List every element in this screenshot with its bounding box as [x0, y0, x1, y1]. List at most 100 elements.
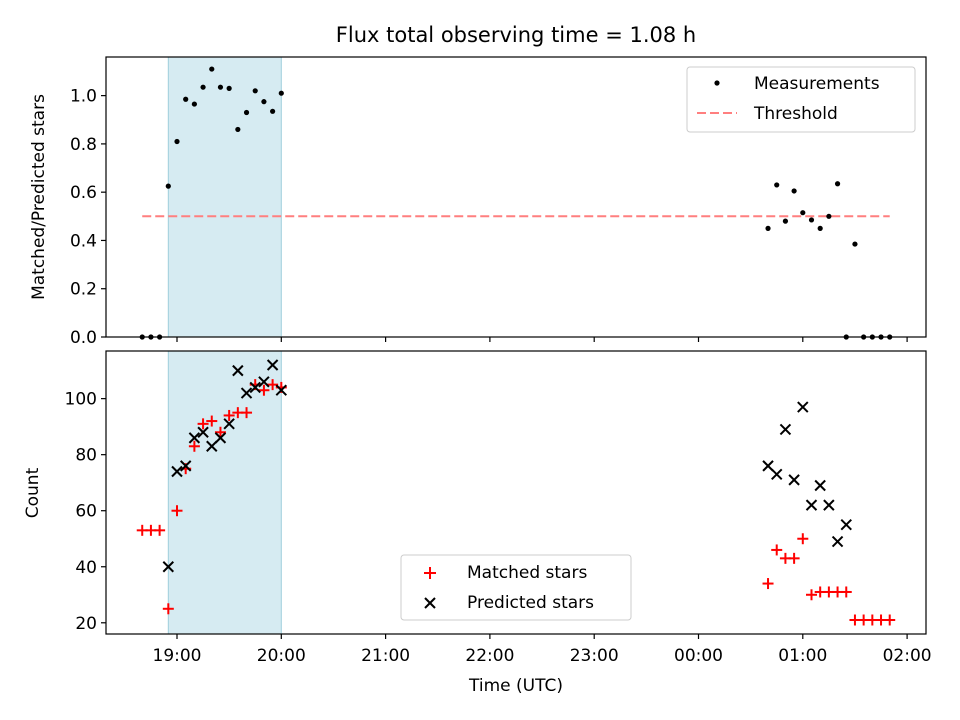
predicted-star-point	[232, 364, 244, 377]
measurement-point	[217, 84, 224, 90]
matched-star-point	[884, 614, 896, 626]
legend-measurements-marker	[714, 80, 720, 86]
bottom-highlight-span	[167, 350, 282, 635]
x-tick-label: 21:00	[361, 646, 410, 666]
matched-star-point	[797, 533, 809, 545]
predicted-star-point	[223, 418, 235, 430]
legend-predicted-marker	[424, 597, 436, 609]
top-x-ticks	[176, 337, 908, 342]
matched-star-point	[206, 415, 218, 427]
bottom-x-ticks: 19:00 20:00 21:00 22:00 23:00 00:00 01:00 02:00	[153, 634, 932, 666]
measurement-point	[278, 90, 284, 96]
matched-star-point	[805, 589, 817, 601]
legend-predicted-label: Predicted stars	[467, 593, 594, 613]
y-tick-label: 80	[75, 446, 97, 466]
x-tick-label: 00:00	[674, 646, 723, 666]
matched-star-point	[788, 552, 800, 564]
measurement-point	[834, 181, 841, 187]
predicted-star-point	[214, 432, 227, 444]
bottom-panel: 20 40 60 80 100 19:00 20:00 21:00 22:00 23:00 00:…	[23, 350, 932, 696]
x-tick-label: 22:00	[465, 646, 514, 666]
matched-stars-points	[136, 379, 896, 626]
measurement-point	[791, 188, 797, 194]
measurement-point	[808, 217, 815, 223]
top-panel: 0.0 0.2 0.4 0.6 0.8 1.0 Matched/Predicted sta…	[29, 56, 927, 348]
predicted-star-point	[179, 460, 192, 472]
predicted-star-point	[805, 499, 818, 511]
measurement-point	[270, 108, 276, 114]
matched-star-point	[223, 409, 235, 421]
matched-star-point	[258, 384, 270, 396]
measurement-point	[174, 138, 180, 145]
matched-star-point	[771, 544, 783, 556]
matched-star-point	[241, 407, 253, 419]
y-tick-label: 0.0	[70, 328, 97, 348]
y-tick-label: 20	[75, 614, 97, 634]
top-legend-box	[686, 66, 916, 133]
matched-star-point	[197, 418, 209, 430]
measurement-point	[183, 96, 189, 102]
legend-measurements-label: Measurements	[754, 74, 880, 94]
measurement-point	[782, 218, 789, 224]
predicted-stars-points	[162, 359, 852, 573]
measurement-point	[826, 213, 832, 219]
measurement-point	[765, 225, 771, 231]
y-tick-label: 40	[75, 558, 97, 578]
y-tick-label: 100	[65, 390, 97, 410]
legend-matched-label: Matched stars	[467, 563, 587, 583]
predicted-star-point	[162, 561, 175, 573]
y-tick-label: 60	[75, 502, 97, 522]
measurement-point	[252, 88, 258, 94]
predicted-star-point	[797, 401, 809, 413]
matched-star-point	[188, 440, 200, 452]
measurement-point	[209, 66, 215, 72]
measurement-point	[774, 182, 780, 188]
predicted-star-point	[188, 432, 201, 444]
x-tick-label: 23:00	[570, 646, 619, 666]
x-tick-label: 02:00	[883, 646, 932, 666]
measurement-point	[165, 183, 171, 189]
matched-star-point	[762, 578, 774, 590]
predicted-star-point	[788, 474, 800, 486]
measurement-point	[817, 225, 823, 231]
y-tick-label: 1.0	[70, 87, 97, 107]
predicted-star-point	[197, 426, 209, 438]
measurement-point	[800, 210, 806, 216]
predicted-star-point	[275, 384, 288, 396]
predicted-star-point	[771, 468, 783, 480]
top-y-axis-label: Matched/Predicted stars	[29, 94, 49, 300]
measurement-point	[852, 241, 858, 247]
matched-star-point	[171, 505, 183, 517]
measurement-point	[191, 101, 197, 107]
matched-star-point	[154, 524, 166, 536]
x-tick-label: 19:00	[153, 646, 202, 666]
y-tick-label: 0.8	[70, 135, 97, 155]
matched-star-point	[214, 426, 226, 438]
matched-star-point	[840, 586, 852, 598]
x-tick-label: 01:00	[778, 646, 827, 666]
predicted-star-point	[249, 381, 261, 394]
predicted-star-point	[762, 460, 774, 472]
measurement-point	[235, 126, 241, 133]
bottom-y-axis-label: Count	[23, 467, 43, 518]
predicted-star-point	[840, 519, 852, 531]
predicted-star-point	[206, 440, 218, 452]
predicted-star-point	[171, 465, 183, 478]
y-tick-label: 0.2	[70, 280, 97, 300]
x-tick-label: 20:00	[257, 646, 306, 666]
predicted-star-point	[831, 535, 844, 548]
top-plot-frame	[105, 56, 927, 338]
bottom-legend-box	[400, 554, 632, 621]
bottom-legend: Matched stars Predicted stars	[400, 554, 632, 621]
matched-star-point	[267, 379, 279, 391]
y-tick-label: 0.6	[70, 183, 97, 203]
predicted-star-point	[823, 499, 835, 511]
matched-star-point	[162, 603, 174, 615]
predicted-star-point	[240, 387, 253, 399]
predicted-star-point	[266, 359, 279, 371]
y-tick-label: 0.4	[70, 231, 97, 251]
bottom-plot-frame	[105, 350, 927, 635]
bottom-y-ticks: 20 40 60 80 100	[65, 390, 106, 634]
chart-title: Flux total observing time = 1.08 h	[336, 23, 696, 47]
